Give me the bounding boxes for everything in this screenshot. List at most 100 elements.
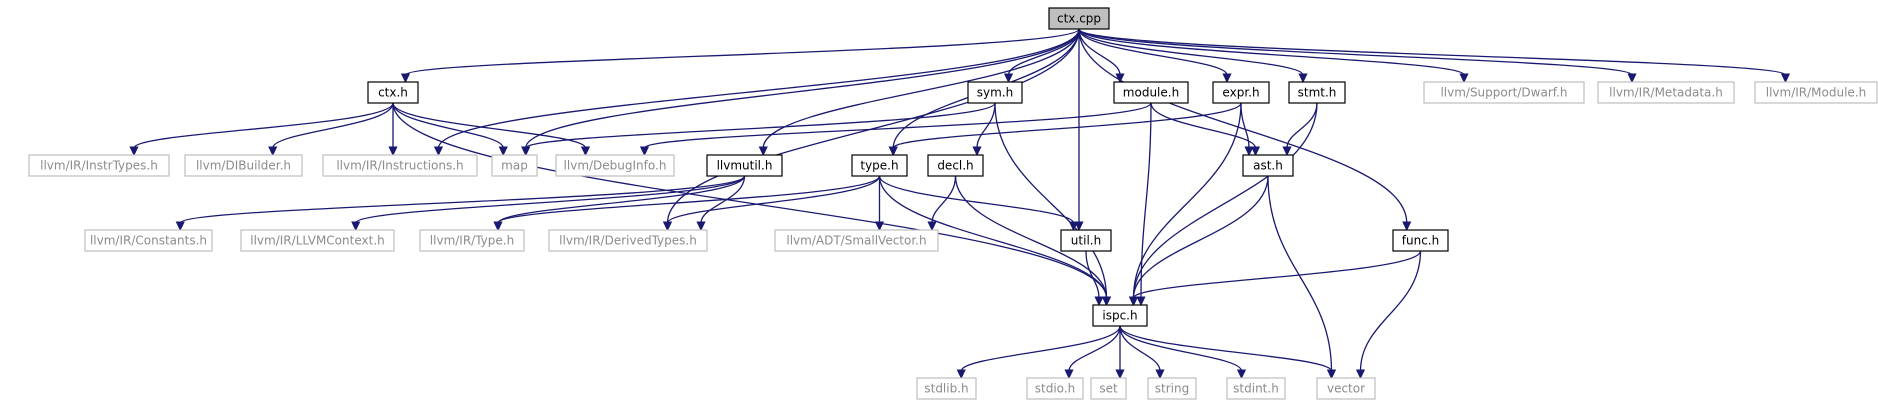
node-vector: vector <box>1316 377 1376 400</box>
node-box <box>1316 377 1376 400</box>
node-label: llvm/Support/Dwarf.h <box>1440 86 1567 100</box>
node-stmt-h[interactable]: stmt.h <box>1288 81 1346 104</box>
arrowhead-module_h-to-ispc_h <box>1136 296 1146 307</box>
node-smallvector: llvm/ADT/SmallVector.h <box>774 229 939 252</box>
node-label: string <box>1155 382 1189 396</box>
node-label: vector <box>1327 382 1365 396</box>
node-derivedtypes: llvm/IR/DerivedTypes.h <box>548 229 708 252</box>
arrowhead-func_h-to-ispc_h <box>1128 296 1139 307</box>
node-label: expr.h <box>1222 86 1259 100</box>
edge-ctx_cpp-to-dwarf <box>1078 28 1465 76</box>
node-box <box>419 229 525 252</box>
arrowhead-ctx_cpp-to-expr_h <box>1222 73 1232 84</box>
node-box <box>774 229 939 252</box>
edge-ispc_h-to-stdio <box>1068 325 1121 372</box>
edge-type_h-to-ispc_h <box>878 175 1108 299</box>
arrowhead-func_h-to-vector <box>1355 369 1366 380</box>
node-label: llvm/IR/Constants.h <box>90 234 207 248</box>
node-box <box>851 154 908 177</box>
arrowhead-type_h-to-derivedtypes <box>662 221 673 232</box>
node-ast-h[interactable]: ast.h <box>1242 154 1294 177</box>
node-stdlib: stdlib.h <box>916 377 977 400</box>
node-label: ctx.h <box>378 86 408 100</box>
edge-ctx_cpp-to-instructions <box>437 28 1080 149</box>
node-type-h[interactable]: type.h <box>851 154 908 177</box>
edge-ispc_h-to-stdlib <box>960 325 1121 372</box>
node-label: ast.h <box>1253 159 1283 173</box>
node-box <box>916 377 977 400</box>
node-irmodule: llvm/IR/Module.h <box>1754 81 1878 104</box>
node-label: llvm/ADT/SmallVector.h <box>786 234 926 248</box>
node-box <box>1754 81 1878 104</box>
edge-func_h-to-vector <box>1359 250 1422 372</box>
node-llvmutil-h[interactable]: llvmutil.h <box>706 154 783 177</box>
edge-ctx_cpp-to-stmt_h <box>1078 28 1304 76</box>
arrowhead-ispc_h-to-stdlib <box>956 369 966 380</box>
node-box <box>1423 81 1585 104</box>
node-decl-h[interactable]: decl.h <box>927 154 984 177</box>
arrowhead-type_h-to-util_h <box>1068 221 1079 232</box>
node-box <box>1597 81 1735 104</box>
arrowhead-ispc_h-to-stdint <box>1236 369 1247 380</box>
node-util-h[interactable]: util.h <box>1060 229 1112 252</box>
edge-stmt_h-to-ispc_h <box>1132 102 1318 299</box>
node-box <box>28 154 170 177</box>
node-sym-h[interactable]: sym.h <box>967 81 1023 104</box>
node-ispc-h[interactable]: ispc.h <box>1092 304 1148 327</box>
node-label: stdlib.h <box>924 382 968 396</box>
arrowhead-sym_h-to-map <box>521 146 531 157</box>
node-stdint: stdint.h <box>1226 377 1286 400</box>
arrowhead-ctx_cpp-to-module_h <box>1115 73 1125 84</box>
node-label: module.h <box>1123 86 1179 100</box>
edge-decl_h-to-ispc_h <box>954 175 1108 299</box>
arrowhead-ctx_cpp-to-ctx_h <box>400 73 411 84</box>
edge-util_h-to-ispc_h <box>1085 250 1100 299</box>
node-debuginfo: llvm/DebugInfo.h <box>555 154 675 177</box>
edge-ast_h-to-vector <box>1267 175 1333 372</box>
node-label: llvmutil.h <box>717 159 773 173</box>
node-label: llvm/IR/Type.h <box>430 234 514 248</box>
node-func-h[interactable]: func.h <box>1392 229 1449 252</box>
node-set: set <box>1090 377 1127 400</box>
nodes-layer: ctx.cpp ctx.h sym.h module.h expr.h stmt.h llv… <box>28 7 1878 400</box>
edge-ctx_cpp-to-func_h <box>1078 28 1408 224</box>
node-box <box>1090 377 1127 400</box>
node-stdio: stdio.h <box>1026 377 1084 400</box>
edge-module_h-to-ast_h <box>1150 102 1257 149</box>
node-box <box>1113 81 1189 104</box>
edge-type_h-to-derivedtypes <box>666 175 881 224</box>
node-metadata: llvm/IR/Metadata.h <box>1597 81 1735 104</box>
node-box <box>491 154 538 177</box>
node-box <box>1147 377 1197 400</box>
arrowhead-ctx_h-to-map <box>498 146 508 157</box>
arrowhead-module_h-to-ast_h <box>1250 146 1261 157</box>
node-box <box>1392 229 1449 252</box>
edge-ctx_h-to-debuginfo <box>392 102 587 149</box>
edge-sym_h-to-ispc_h <box>994 102 1108 299</box>
node-label: stdio.h <box>1035 382 1075 396</box>
node-label: util.h <box>1071 234 1101 248</box>
node-box <box>1092 304 1148 327</box>
node-ctx-h[interactable]: ctx.h <box>367 81 419 104</box>
node-dwarf: llvm/Support/Dwarf.h <box>1423 81 1585 104</box>
edge-type_h-to-util_h <box>878 175 1075 224</box>
arrowhead-util_h-to-ispc_h <box>1094 296 1104 307</box>
node-module-h[interactable]: module.h <box>1113 81 1189 104</box>
node-box <box>1288 81 1346 104</box>
arrowhead-type_h-to-irtype <box>493 221 503 232</box>
arrowhead-ctx_cpp-to-sym_h <box>1003 73 1014 84</box>
node-label: decl.h <box>937 159 973 173</box>
arrowhead-decl_h-to-ispc_h <box>1101 296 1112 307</box>
node-label: llvm/IR/Instructions.h <box>336 159 463 173</box>
arrowhead-llvmutil_h-to-constants <box>175 221 185 232</box>
node-ctx-cpp[interactable]: ctx.cpp <box>1048 7 1110 30</box>
node-label: stdint.h <box>1233 382 1279 396</box>
arrowhead-ispc_h-to-set <box>1115 369 1125 380</box>
node-box <box>1212 81 1270 104</box>
edge-llvmutil_h-to-constants <box>179 175 746 224</box>
node-label: llvm/IR/InstrTypes.h <box>40 159 158 173</box>
edge-ast_h-to-ispc_h <box>1132 175 1269 299</box>
node-expr-h[interactable]: expr.h <box>1212 81 1270 104</box>
arrowhead-expr_h-to-ast_h <box>1244 146 1254 157</box>
arrowhead-ctx_cpp-to-metadata <box>1627 73 1637 84</box>
